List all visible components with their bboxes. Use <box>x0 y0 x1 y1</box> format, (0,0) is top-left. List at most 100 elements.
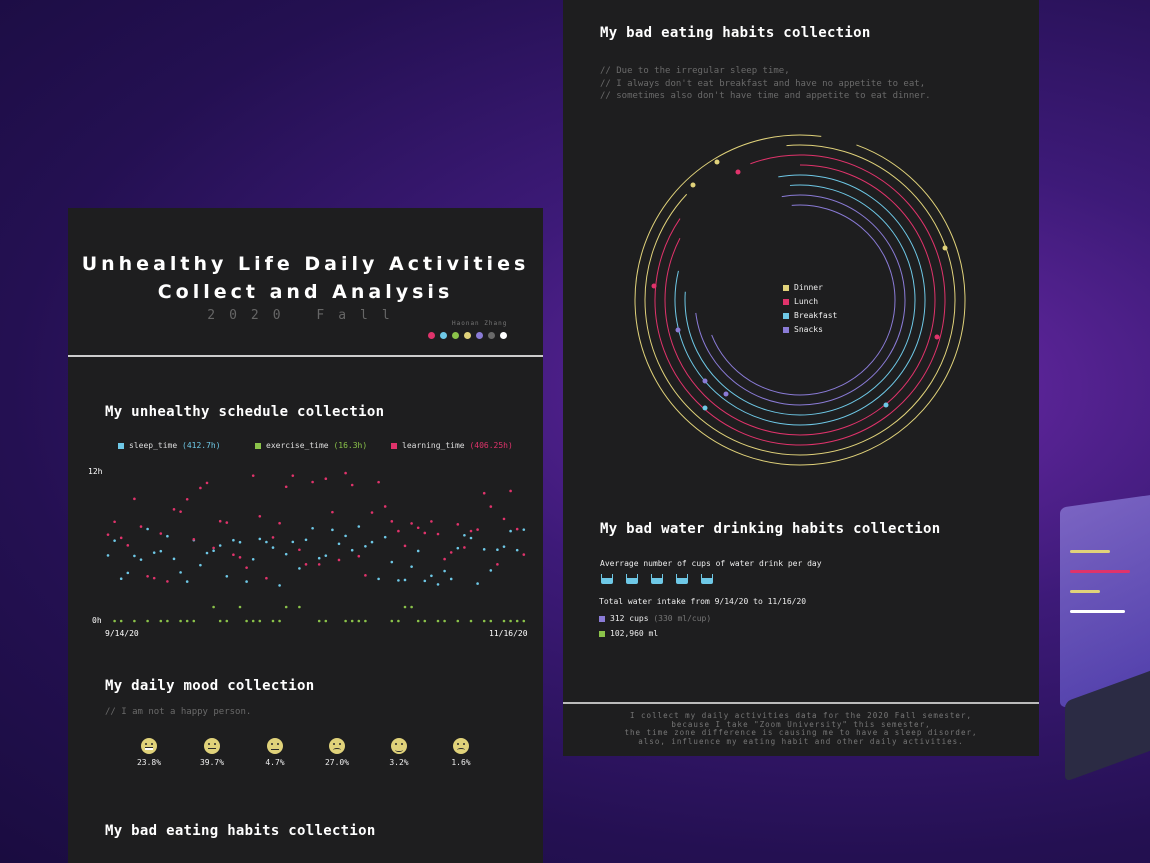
schedule-dot <box>436 532 440 536</box>
schedule-dot <box>364 574 367 577</box>
schedule-dot <box>515 527 519 531</box>
schedule-dot <box>324 619 328 623</box>
schedule-dot <box>463 533 466 537</box>
eating-radial-chart <box>634 134 966 466</box>
schedule-dot <box>331 528 334 532</box>
schedule-dot <box>364 619 367 623</box>
schedule-dot <box>146 575 149 578</box>
palette-dots <box>428 332 507 339</box>
schedule-dot <box>383 535 387 539</box>
schedule-dot <box>126 571 130 575</box>
legend-dinner: Dinner <box>783 283 837 292</box>
schedule-dot <box>139 525 143 528</box>
schedule-dot <box>205 551 209 555</box>
schedule-dot <box>284 552 288 556</box>
schedule-dot <box>311 526 314 530</box>
schedule-dot <box>416 526 420 530</box>
schedule-dot <box>245 566 248 569</box>
schedule-dot <box>192 619 196 623</box>
schedule-dot <box>271 536 275 539</box>
schedule-dot <box>317 556 321 560</box>
schedule-dot <box>482 548 486 551</box>
schedule-dot <box>496 563 499 566</box>
schedule-dot <box>291 474 295 477</box>
schedule-dot <box>350 483 354 487</box>
schedule-dot <box>423 579 427 583</box>
schedule-dot <box>166 534 169 538</box>
schedule-dot <box>159 549 163 553</box>
schedule-dot <box>357 525 361 528</box>
mood-item: 3.2% <box>379 738 419 767</box>
legend-breakfast: Breakfast <box>783 311 837 320</box>
palette-dot <box>476 332 483 339</box>
schedule-dot <box>436 619 440 623</box>
poster-subtitle: 2020 Fall <box>207 308 404 323</box>
schedule-dot <box>258 619 262 623</box>
schedule-dot <box>298 567 301 570</box>
schedule-dot <box>119 619 123 623</box>
schedule-dot <box>139 558 143 561</box>
schedule-dot <box>298 605 301 609</box>
eating-title-left: My bad eating habits collection <box>105 823 376 839</box>
schedule-dot <box>357 554 361 558</box>
neutral-icon <box>204 738 220 754</box>
schedule-dot <box>350 619 354 623</box>
schedule-dot <box>304 563 308 566</box>
cups-row <box>601 574 713 584</box>
schedule-dot <box>344 471 347 475</box>
schedule-dot <box>502 619 506 623</box>
x-axis-end: 11/16/20 <box>489 629 528 638</box>
schedule-dot <box>172 508 176 511</box>
schedule-dot <box>179 571 182 574</box>
schedule-dot <box>304 538 308 542</box>
schedule-dot <box>357 619 361 623</box>
schedule-dot <box>212 549 215 553</box>
schedule-dot <box>225 575 229 578</box>
water-title: My bad water drinking habits collection <box>600 521 941 537</box>
schedule-dot <box>185 497 189 501</box>
palette-dot <box>452 332 459 339</box>
poster-title: Unhealthy Life Daily Activities Collect … <box>68 250 543 306</box>
schedule-dot <box>278 584 281 587</box>
y-axis-bottom: 0h <box>92 616 102 625</box>
left-poster: Unhealthy Life Daily Activities Collect … <box>68 208 543 863</box>
schedule-dot <box>397 619 400 623</box>
schedule-dot <box>218 619 222 623</box>
schedule-dot <box>416 619 420 623</box>
schedule-dot <box>489 505 493 508</box>
schedule-dot <box>410 565 413 568</box>
y-axis-top: 12h <box>88 467 103 476</box>
schedule-dot <box>271 619 275 623</box>
schedule-dot <box>509 619 512 623</box>
schedule-dot <box>496 548 499 552</box>
schedule-dot <box>152 551 156 554</box>
schedule-dot <box>179 510 182 513</box>
cup-icon <box>676 574 688 584</box>
schedule-dot <box>324 477 328 481</box>
schedule-dot <box>284 605 288 609</box>
schedule-dot <box>212 546 215 550</box>
schedule-dot <box>436 583 440 586</box>
schedule-dot <box>179 619 182 623</box>
schedule-dot <box>522 619 526 623</box>
schedule-dot <box>482 619 486 623</box>
schedule-dot <box>344 619 347 623</box>
schedule-dot <box>443 569 446 573</box>
schedule-dot <box>317 619 321 623</box>
schedule-dot <box>469 619 473 623</box>
schedule-dot <box>245 619 248 623</box>
schedule-dot <box>489 619 493 623</box>
divider <box>68 355 543 357</box>
palette-dot <box>464 332 471 339</box>
schedule-dot <box>251 474 255 477</box>
schedule-dot <box>522 553 526 556</box>
mood-item: 27.0% <box>317 738 357 767</box>
schedule-title: My unhealthy schedule collection <box>105 404 385 420</box>
schedule-dot <box>278 619 281 623</box>
schedule-dot <box>476 582 479 585</box>
schedule-dot <box>199 563 202 567</box>
schedule-dot <box>515 619 519 623</box>
legend-exercise: exercise_time (16.3h) <box>255 441 367 450</box>
schedule-dot <box>265 576 268 580</box>
palette-dot <box>440 332 447 339</box>
